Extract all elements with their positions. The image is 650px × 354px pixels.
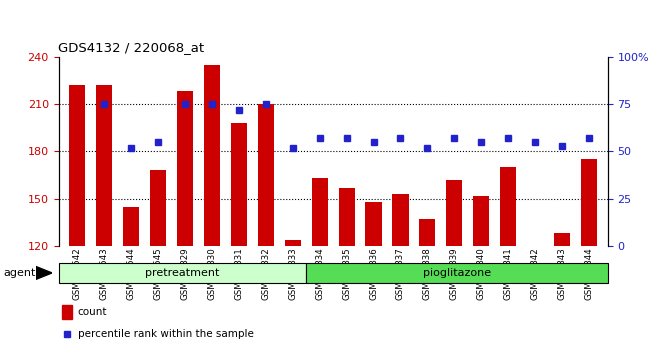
Bar (123, 207, 139, 354)
Bar (258, 104, 274, 354)
Bar (204, 64, 220, 354)
Bar (150, 170, 166, 354)
Bar (70, 85, 85, 354)
Bar (419, 219, 436, 354)
Text: agent: agent (3, 268, 36, 278)
Bar (58, 263, 306, 283)
Bar (473, 195, 489, 354)
Bar (285, 240, 301, 354)
Bar (96, 85, 112, 354)
Bar (306, 263, 608, 283)
Bar (446, 180, 462, 354)
Bar (527, 265, 543, 354)
Bar (231, 123, 247, 354)
Bar (339, 188, 355, 354)
Text: count: count (78, 307, 107, 317)
Bar (177, 91, 193, 354)
Polygon shape (36, 267, 52, 279)
Text: GDS4132 / 220068_at: GDS4132 / 220068_at (58, 41, 205, 54)
Bar (365, 202, 382, 354)
Bar (311, 178, 328, 354)
Text: pretreatment: pretreatment (145, 268, 219, 278)
Bar (500, 167, 516, 354)
Bar (393, 194, 408, 354)
Bar (581, 159, 597, 354)
Text: percentile rank within the sample: percentile rank within the sample (78, 329, 254, 339)
Bar (554, 233, 570, 354)
Bar (62, 305, 72, 319)
Text: pioglitazone: pioglitazone (422, 268, 491, 278)
